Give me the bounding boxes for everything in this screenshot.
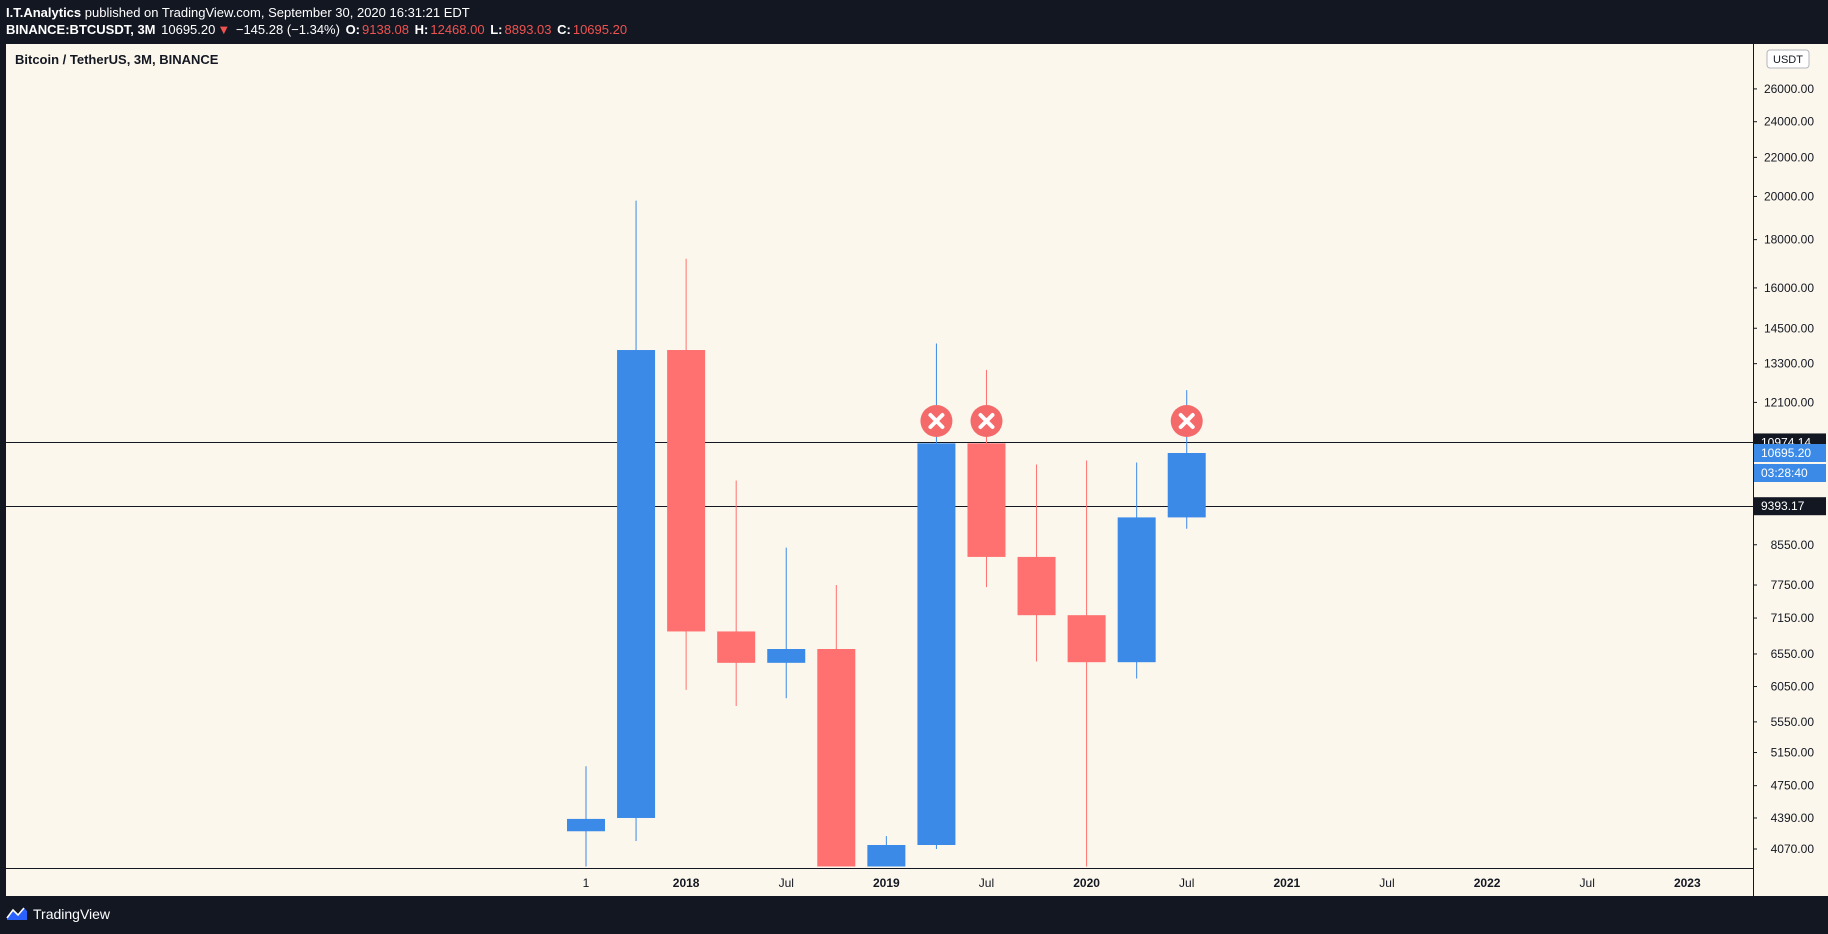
price-tick-label: 26000.00 xyxy=(1764,82,1814,96)
price-tick-label: 14500.00 xyxy=(1764,321,1814,335)
published-text: published on TradingView.com, September … xyxy=(84,5,470,20)
candle-body-7 xyxy=(917,443,956,845)
price-tick-label: 24000.00 xyxy=(1764,115,1814,129)
candle-body-9 xyxy=(1017,556,1056,616)
time-tick-label: 2021 xyxy=(1273,876,1300,890)
time-tick-label: Jul xyxy=(1379,876,1394,890)
plot-background xyxy=(6,44,1753,868)
candle-body-8 xyxy=(967,443,1006,557)
time-tick-label: 2023 xyxy=(1674,876,1701,890)
candle-body-12 xyxy=(1167,453,1206,518)
x-marker-cross-0 xyxy=(928,413,945,429)
countdown-box xyxy=(1754,464,1826,482)
time-tick-label: 2019 xyxy=(873,876,900,890)
price-label-1: 10695.20 xyxy=(1761,446,1811,460)
price-tick-label: 4390.00 xyxy=(1771,811,1815,825)
price-change: −145.28 (−1.34%) xyxy=(235,22,340,37)
price-tick-label: 22000.00 xyxy=(1764,150,1814,164)
price-label-box-2 xyxy=(1754,497,1826,516)
close-label: C: xyxy=(557,22,571,37)
publish-info: I.T.Analytics published on TradingView.c… xyxy=(6,5,470,20)
time-tick-label: Jul xyxy=(1580,876,1595,890)
low-value: 8893.03 xyxy=(504,22,552,37)
x-marker-cross-1 xyxy=(978,413,995,429)
price-tick-label: 18000.00 xyxy=(1764,233,1814,247)
time-tick-label: 2022 xyxy=(1474,876,1501,890)
high-label: H: xyxy=(414,22,429,37)
time-tick-label: 2018 xyxy=(673,876,700,890)
currency-box[interactable] xyxy=(1766,49,1810,69)
candle-body-5 xyxy=(817,648,856,867)
candle-body-10 xyxy=(1067,615,1106,663)
tradingview-logo-icon xyxy=(6,907,27,920)
price-tick-label: 6050.00 xyxy=(1771,680,1815,694)
symbol-label: BINANCE:BTCUSDT, 3M xyxy=(6,22,156,37)
price-tick-label: 5550.00 xyxy=(1771,715,1815,729)
candle-body-1 xyxy=(617,350,656,818)
close-value: 10695.20 xyxy=(572,22,628,37)
candle-body-0 xyxy=(567,818,605,832)
author-name[interactable]: I.T.Analytics xyxy=(6,5,82,20)
price-tick-label: 20000.00 xyxy=(1764,189,1814,203)
low-label: L: xyxy=(490,22,503,37)
time-tick-label: Jul xyxy=(779,876,794,890)
price-tick-label: 7750.00 xyxy=(1771,578,1815,592)
currency-label[interactable]: USDT xyxy=(1773,54,1803,66)
countdown-label: 03:28:40 xyxy=(1761,466,1808,480)
price-tick-label: 6550.00 xyxy=(1771,647,1815,661)
open-label: O: xyxy=(345,22,361,37)
candle-body-2 xyxy=(667,350,706,632)
time-tick-label: Jul xyxy=(979,876,994,890)
price-tick-label: 8550.00 xyxy=(1771,538,1815,552)
candlestick-chart[interactable]: 4070.00 4390.00 4750.00 5150.00 5550.00 6050.… xyxy=(6,44,1828,896)
candle-body-3 xyxy=(717,631,756,663)
candle-body-11 xyxy=(1117,517,1156,663)
x-marker-cross-2 xyxy=(1178,413,1195,429)
time-tick-label: Jul xyxy=(1179,876,1194,890)
time-tick-label: 1 xyxy=(583,876,590,890)
time-axis-background xyxy=(6,868,1753,896)
chart-area[interactable]: 4070.00 4390.00 4750.00 5150.00 5550.00 6050.… xyxy=(6,44,1828,896)
time-tick-label: 2020 xyxy=(1073,876,1100,890)
plot-layer xyxy=(6,200,1753,867)
price-tick-label: 13300.00 xyxy=(1764,357,1814,371)
brand-name: TradingView xyxy=(33,906,111,922)
down-arrow-icon: ▼ xyxy=(217,22,231,37)
price-tick-label: 7150.00 xyxy=(1771,611,1815,625)
price-tick-label: 4070.00 xyxy=(1771,842,1815,856)
footer: TradingView xyxy=(0,896,1828,934)
last-price: 10695.20 xyxy=(161,22,216,37)
candle-body-4 xyxy=(767,648,806,663)
price-tick-label: 12100.00 xyxy=(1764,395,1814,409)
price-tick-label: 5150.00 xyxy=(1771,746,1815,760)
ohlc-legend: BINANCE:BTCUSDT, 3M 10695.20 ▼ −145.28 (−… xyxy=(6,22,629,37)
price-label-box-1 xyxy=(1754,444,1826,462)
price-label-2: 9393.17 xyxy=(1761,499,1805,513)
chart-title: Bitcoin / TetherUS, 3M, BINANCE xyxy=(15,52,219,67)
open-value: 9138.08 xyxy=(362,22,410,37)
tradingview-logo[interactable]: TradingView xyxy=(6,906,110,922)
high-value: 12468.00 xyxy=(430,22,485,37)
price-tick-label: 16000.00 xyxy=(1764,281,1814,295)
price-tick-label: 4750.00 xyxy=(1771,779,1815,793)
chart-header: I.T.Analytics published on TradingView.c… xyxy=(0,0,1828,44)
candle-body-6 xyxy=(867,844,906,867)
